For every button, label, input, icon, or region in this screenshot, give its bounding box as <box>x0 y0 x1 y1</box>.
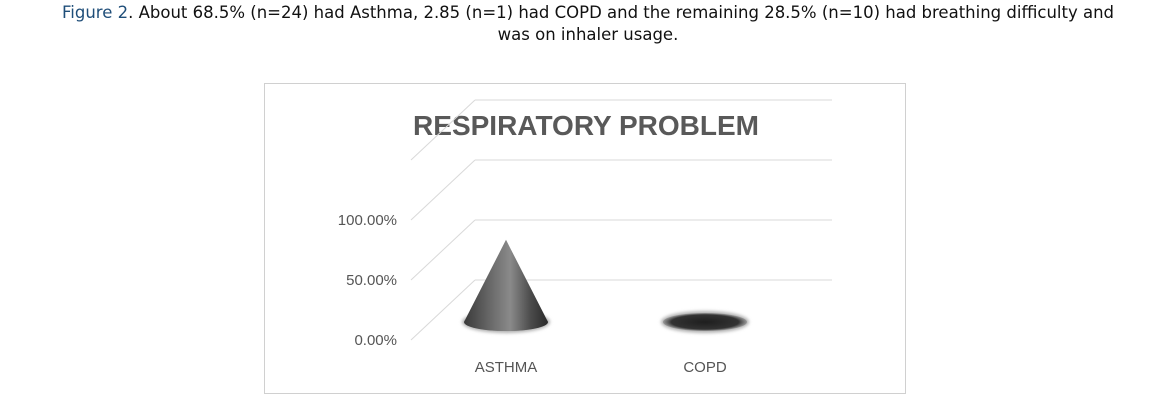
y-tick-label: 0.00% <box>354 332 397 349</box>
y-axis-ticks: 0.00% 50.00% 100.00% <box>338 212 397 349</box>
cone-bar <box>464 239 548 331</box>
y-tick-label: 100.00% <box>338 212 397 229</box>
grid-diagonal-2 <box>410 159 476 221</box>
grid-diagonal-3 <box>410 99 476 161</box>
chart-title: RESPIRATORY PROBLEM <box>413 110 759 141</box>
caption-line-1: Figure 2. About 68.5% (n=24) had Asthma,… <box>0 2 1176 24</box>
cone-marks <box>462 239 749 333</box>
x-axis-categories: ASTHMA COPD <box>475 359 727 376</box>
grid-diagonal-0 <box>410 279 476 341</box>
x-category-label: COPD <box>683 359 727 376</box>
cone-base <box>663 313 747 331</box>
figure-label: Figure 2 <box>61 3 129 22</box>
caption-line-2: was on inhaler usage. <box>497 25 679 44</box>
grid-diagonal-1 <box>410 219 476 281</box>
y-tick-label: 50.00% <box>346 272 397 289</box>
caption-text-1: . About 68.5% (n=24) had Asthma, 2.85 (n… <box>128 3 1115 22</box>
grid-layer <box>410 99 832 341</box>
figure-caption: Figure 2. About 68.5% (n=24) had Asthma,… <box>0 2 1176 46</box>
chart-frame: RESPIRATORY PROBLEM 0.00% 50.00% 100.00% A… <box>264 83 906 394</box>
x-category-label: ASTHMA <box>475 359 538 376</box>
chart-svg: RESPIRATORY PROBLEM 0.00% 50.00% 100.00% A… <box>338 99 832 376</box>
